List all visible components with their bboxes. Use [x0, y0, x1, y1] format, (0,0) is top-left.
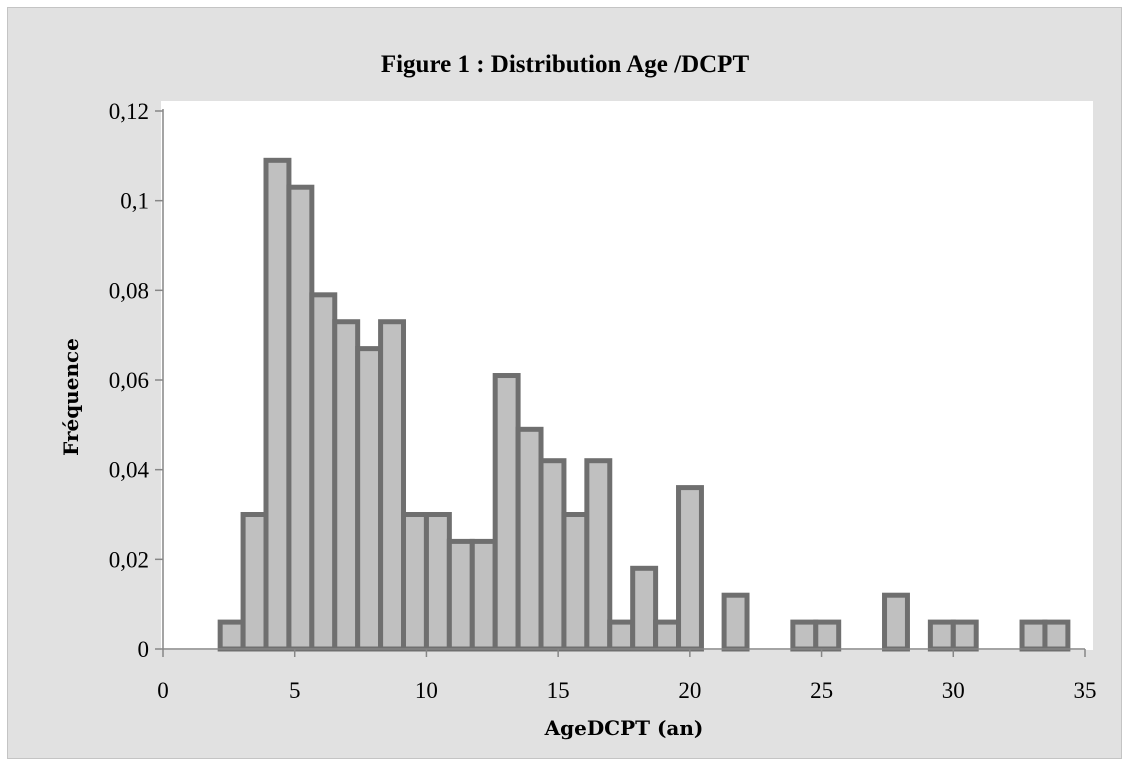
bar-26 [950, 619, 979, 652]
bar-13 [515, 426, 544, 652]
bar-21 [721, 592, 750, 652]
bar-19 [653, 619, 682, 652]
x-tick-label: 20 [678, 678, 701, 703]
x-tick-label: 10 [415, 678, 438, 703]
chart-svg: Figure 1 : Distribution Age /DCPT 0 5 10 15… [59, 51, 1097, 740]
y-tick-label: 0,04 [109, 458, 150, 483]
bar-12 [492, 373, 521, 652]
y-tick-label: 0,02 [109, 547, 149, 572]
bar-10 [446, 538, 475, 652]
bar-22 [790, 619, 819, 652]
bar-1 [240, 512, 269, 652]
bar-24 [882, 592, 910, 652]
chart-title: Figure 1 : Distribution Age /DCPT [381, 51, 750, 78]
bar-16 [584, 458, 613, 652]
bar-20 [676, 485, 704, 652]
y-tick-label: 0,06 [109, 368, 149, 393]
x-tick-label: 0 [157, 678, 169, 703]
x-tick-label: 30 [942, 678, 965, 703]
bar-17 [607, 619, 636, 652]
x-axis-title: AgeDCPT (an) [544, 716, 704, 740]
chart-frame: Figure 1 : Distribution Age /DCPT 0 5 10 15… [7, 7, 1122, 759]
bar-28 [1042, 619, 1071, 652]
ticks-group: 0 5 10 15 20 25 30 35 0 0,02 0,04 0,06 0,08 0,1 0,12 [109, 99, 1097, 703]
bar-15 [561, 512, 590, 652]
bar-7 [378, 319, 407, 652]
x-tick-label: 25 [810, 678, 833, 703]
y-axis-title: Fréquence [59, 338, 83, 456]
y-tick-label: 0,12 [109, 99, 149, 124]
bar-11 [469, 538, 498, 652]
bar-0 [217, 619, 246, 652]
bar-25 [927, 619, 956, 652]
y-tick-label: 0 [138, 637, 150, 662]
x-tick-label: 15 [547, 678, 570, 703]
bar-23 [813, 619, 842, 652]
bar-14 [538, 458, 567, 652]
bar-5 [332, 319, 361, 652]
bar-2 [263, 157, 292, 652]
bar-8 [401, 512, 429, 652]
bar-9 [423, 512, 452, 652]
y-tick-label: 0,08 [109, 278, 149, 303]
x-tick-label: 35 [1074, 678, 1097, 703]
bars-group [217, 157, 1071, 652]
bar-4 [309, 292, 338, 652]
bar-27 [1019, 619, 1048, 652]
y-tick-label: 0,1 [120, 189, 149, 214]
bar-18 [630, 565, 659, 652]
bar-3 [286, 184, 315, 652]
x-tick-label: 5 [289, 678, 301, 703]
bar-6 [355, 346, 384, 652]
